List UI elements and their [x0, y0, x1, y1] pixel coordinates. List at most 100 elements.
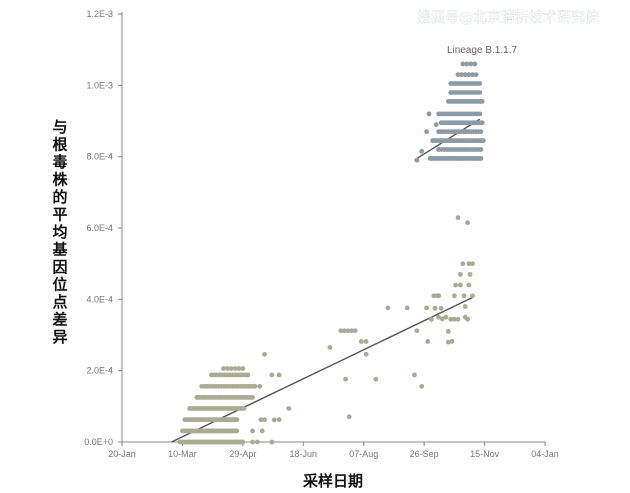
data-point-other: [236, 366, 242, 371]
data-point-other: [466, 261, 472, 267]
x-tick-label: 07-Aug: [349, 449, 378, 459]
data-point-other: [269, 439, 275, 445]
data-point-other: [465, 220, 471, 226]
annotations: Lineage B.1.1.7: [447, 45, 517, 56]
data-point-lineage: [479, 98, 485, 104]
data-point-other: [373, 376, 379, 382]
data-point-other: [460, 261, 466, 267]
y-axis-title: 与根毒株的平均基因位点差异: [51, 118, 68, 346]
data-point-lineage: [466, 72, 472, 78]
data-point-other: [259, 428, 265, 434]
data-point-other: [449, 339, 455, 344]
data-point-lineage: [479, 120, 485, 126]
data-point-other: [250, 439, 255, 445]
data-point-other: [424, 305, 429, 311]
data-point-other: [451, 293, 457, 299]
data-point-other: [250, 428, 255, 434]
data-point-lineage: [455, 72, 461, 78]
data-point-other: [241, 406, 247, 411]
data-point-other: [232, 366, 238, 371]
data-point-other: [439, 316, 445, 322]
x-tick-label: 29-Apr: [229, 449, 256, 459]
points-lineage: [414, 61, 486, 163]
trend-lines: [171, 118, 481, 443]
y-tick-label: 6.0E-4: [86, 223, 113, 233]
data-point-other: [453, 282, 458, 288]
data-point-lineage: [419, 148, 425, 154]
data-point-lineage: [424, 129, 429, 135]
data-point-other: [252, 383, 258, 389]
data-point-other: [352, 328, 358, 334]
data-point-lineage: [468, 61, 474, 67]
data-point-other: [385, 305, 391, 311]
data-point-other: [245, 372, 251, 378]
data-point-other: [234, 417, 240, 423]
x-tick-label: 15-Nov: [470, 449, 500, 459]
data-point-other: [257, 383, 263, 389]
y-tick-label: 2.0E-4: [86, 366, 113, 376]
data-point-other: [431, 293, 437, 299]
data-point-other: [438, 305, 444, 311]
annotation-label: Lineage B.1.1.7: [447, 45, 517, 56]
data-point-lineage: [478, 156, 484, 161]
data-point-lineage: [478, 129, 484, 135]
y-ticks: 0.0E+0 2.0E-4 4.0E-4 6.0E-4 8.0E-4 1.0E-3 1.2E…: [84, 9, 122, 447]
data-point-other: [345, 328, 351, 334]
data-point-other: [443, 314, 449, 320]
data-point-other: [234, 428, 240, 434]
data-point-lineage: [460, 61, 466, 67]
data-point-lineage: [473, 72, 479, 78]
y-tick-label: 0.0E+0: [84, 437, 113, 447]
data-point-other: [262, 351, 268, 357]
data-point-other: [428, 316, 434, 322]
data-point-other: [240, 439, 246, 445]
data-point-other: [414, 328, 420, 334]
data-point-other: [458, 271, 463, 277]
data-point-other: [467, 271, 473, 277]
data-point-lineage: [464, 61, 470, 67]
data-point-other: [343, 376, 348, 382]
watermark: 搜狐号@北京清析技术研究院: [417, 10, 599, 26]
data-point-other: [458, 282, 463, 288]
y-tick-label: 1.2E-3: [86, 9, 113, 19]
data-point-other: [436, 293, 442, 299]
data-point-other: [276, 417, 282, 423]
data-point-other: [346, 414, 352, 420]
data-point-other: [448, 316, 454, 322]
axes: [121, 12, 545, 443]
data-point-lineage: [477, 111, 483, 117]
data-point-other: [363, 339, 369, 344]
y-tick-label: 4.0E-4: [86, 294, 113, 304]
points-other: [177, 215, 475, 445]
data-point-lineage: [477, 81, 483, 86]
data-point-other: [445, 329, 451, 334]
data-point-other: [470, 261, 475, 267]
data-point-other: [465, 316, 471, 322]
x-tick-label: 10-Mar: [168, 449, 197, 459]
data-point-other: [221, 366, 226, 371]
data-point-lineage: [477, 90, 483, 95]
data-point-other: [451, 316, 457, 322]
data-point-lineage: [472, 61, 478, 67]
data-point-other: [462, 304, 468, 309]
data-point-lineage: [470, 72, 475, 78]
data-point-other: [269, 372, 275, 378]
data-point-other: [461, 293, 467, 299]
data-point-other: [432, 305, 438, 311]
data-point-other: [341, 328, 347, 334]
data-point-other: [276, 372, 282, 378]
data-point-lineage: [459, 72, 465, 78]
data-point-other: [466, 282, 472, 288]
data-point-other: [250, 395, 255, 400]
data-point-lineage: [480, 138, 486, 144]
data-point-other: [327, 345, 333, 350]
x-tick-label: 18-Jun: [290, 449, 318, 459]
y-tick-label: 8.0E-4: [86, 152, 113, 162]
data-point-other: [262, 417, 268, 423]
data-point-other: [470, 293, 475, 299]
data-point-other: [254, 439, 260, 445]
x-tick-label: 04-Jan: [531, 449, 559, 459]
x-tick-label: 26-Sep: [410, 449, 439, 459]
data-point-other: [338, 328, 344, 334]
data-point-lineage: [433, 122, 439, 127]
